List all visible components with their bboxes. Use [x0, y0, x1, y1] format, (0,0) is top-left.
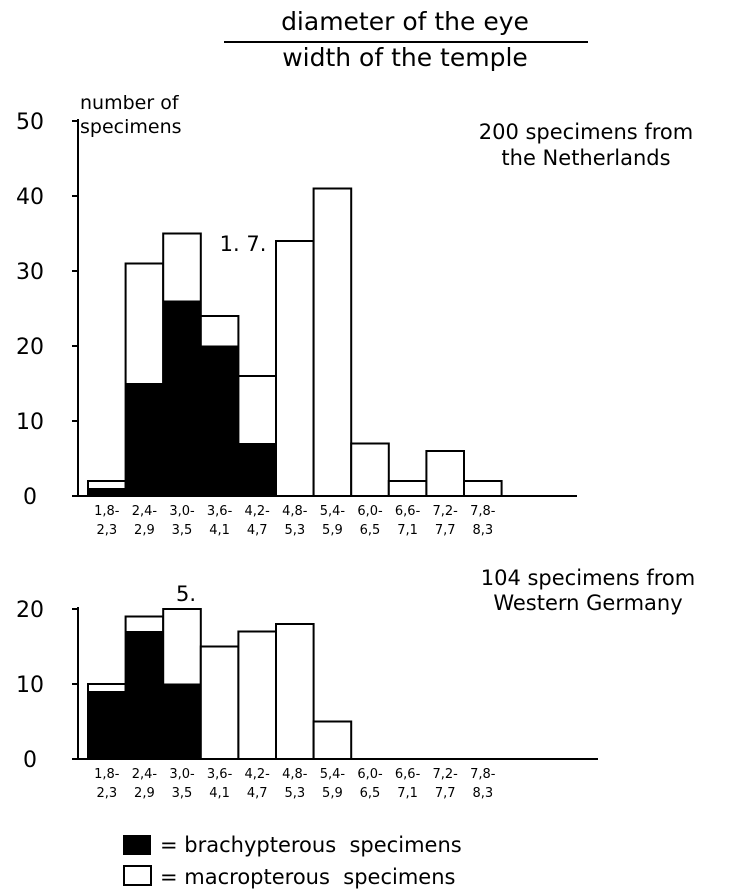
- x-tick-label-upper: 2,4-: [132, 767, 158, 782]
- x-tick-label-lower: 7,7: [435, 523, 456, 538]
- x-tick-label-upper: 4,2-: [245, 504, 271, 519]
- y-tick-label: 50: [16, 110, 44, 135]
- x-tick-label-lower: 2,9: [134, 523, 155, 538]
- bar-brachypterous: [126, 383, 163, 497]
- x-tick-label-upper: 6,6-: [395, 504, 421, 519]
- bar-macropterous: [387, 480, 428, 497]
- x-tick-label-upper: 6,0-: [357, 767, 383, 782]
- legend-label-macropterous: = macropterous specimens: [160, 865, 455, 889]
- y-tick-label: 20: [16, 335, 44, 360]
- legend-label-brachypterous: = brachypterous specimens: [160, 833, 462, 857]
- x-tick-label-lower: 6,5: [360, 523, 381, 538]
- x-tick-label-upper: 7,2-: [433, 767, 459, 782]
- bar-macropterous: [425, 450, 465, 497]
- legend: = brachypterous specimens = macropterous…: [123, 833, 462, 889]
- title-numerator: diameter of the eye: [281, 7, 529, 36]
- x-tick-label-lower: 5,9: [322, 523, 343, 538]
- x-tick-label-lower: 7,1: [397, 786, 418, 801]
- x-tick-label-upper: 5,4-: [320, 767, 346, 782]
- x-tick-label-lower: 5,9: [322, 786, 343, 801]
- x-tick-label-lower: 4,7: [247, 786, 268, 801]
- y-axis-label-line-1: number of: [80, 92, 180, 114]
- x-tick-label-upper: 6,6-: [395, 767, 421, 782]
- bar-brachypterous: [88, 488, 126, 497]
- x-tick-label-upper: 4,8-: [282, 504, 308, 519]
- bars: [87, 187, 503, 497]
- y-axis-ticks: 0 10 20 30 40 50: [16, 110, 78, 510]
- y-tick-label: 10: [16, 410, 44, 435]
- x-axis-labels: 1,8- 2,3 2,4- 2,9 3,0- 3,5 3,6- 4,1 4,2- 4,7 4,8- 5…: [94, 504, 496, 538]
- chart-title-line-2: Western Germany: [493, 591, 682, 615]
- chart-annotation: 1. 7.: [220, 232, 267, 256]
- x-tick-label-lower: 2,3: [96, 523, 117, 538]
- bar-brachypterous: [126, 631, 163, 760]
- bar-brachypterous: [88, 691, 126, 760]
- x-tick-label-upper: 3,6-: [207, 504, 233, 519]
- x-tick-label-lower: 5,3: [284, 523, 305, 538]
- x-tick-label-upper: 5,4-: [320, 504, 346, 519]
- x-tick-label-upper: 3,0-: [169, 504, 195, 519]
- x-tick-label-lower: 4,1: [209, 786, 230, 801]
- x-tick-label-lower: 4,7: [247, 523, 268, 538]
- bar-macropterous: [463, 480, 503, 497]
- chart-title-line-1: 200 specimens from: [479, 120, 694, 144]
- bar-macropterous: [199, 645, 240, 760]
- x-tick-label-lower: 2,9: [134, 786, 155, 801]
- y-axis-ticks: 0 10 20: [16, 598, 78, 773]
- bar-macropterous: [275, 240, 315, 497]
- x-tick-label-lower: 5,3: [284, 786, 305, 801]
- bar-macropterous: [350, 442, 390, 497]
- x-tick-label-lower: 4,1: [209, 523, 230, 538]
- x-tick-label-upper: 4,8-: [282, 767, 308, 782]
- x-tick-label-lower: 3,5: [172, 523, 193, 538]
- y-tick-label: 20: [16, 598, 44, 623]
- x-axis-labels: 1,8- 2,3 2,4- 2,9 3,0- 3,5 3,6- 4,1 4,2- 4,7 4,8- 5…: [94, 767, 496, 801]
- bar-brachypterous: [163, 300, 201, 497]
- bar-brachypterous: [238, 443, 276, 497]
- x-tick-label-upper: 1,8-: [94, 767, 120, 782]
- bar-macropterous: [312, 720, 353, 760]
- x-tick-label-upper: 1,8-: [94, 504, 120, 519]
- chart-title-line-1: 104 specimens from: [481, 566, 696, 590]
- x-tick-label-lower: 8,3: [472, 523, 493, 538]
- x-tick-label-upper: 3,6-: [207, 767, 233, 782]
- y-axis-label-line-2: specimens: [80, 116, 182, 138]
- x-tick-label-lower: 6,5: [360, 786, 381, 801]
- legend-swatch-macropterous: [123, 865, 152, 886]
- x-tick-label-upper: 7,8-: [470, 767, 496, 782]
- x-tick-label-lower: 7,7: [435, 786, 456, 801]
- x-tick-label-upper: 4,2-: [245, 767, 271, 782]
- x-tick-label-lower: 2,3: [96, 786, 117, 801]
- chart-annotation: 5.: [176, 582, 196, 606]
- x-tick-label-upper: 2,4-: [132, 504, 158, 519]
- chart-title-line-2: the Netherlands: [501, 146, 670, 170]
- y-tick-label: 10: [16, 673, 44, 698]
- x-tick-label-upper: 6,0-: [357, 504, 383, 519]
- x-tick-label-lower: 3,5: [172, 786, 193, 801]
- y-tick-label: 0: [23, 748, 37, 773]
- chart-western-germany: 104 specimens from Western Germany 5. 0 1…: [16, 566, 695, 801]
- x-tick-label-upper: 7,8-: [470, 504, 496, 519]
- bar-macropterous: [275, 623, 315, 760]
- y-tick-label: 40: [16, 185, 44, 210]
- bars: [87, 608, 353, 760]
- y-tick-label: 0: [23, 485, 37, 510]
- x-tick-label-upper: 3,0-: [169, 767, 195, 782]
- bar-brachypterous: [163, 683, 201, 760]
- bar-brachypterous: [201, 345, 238, 497]
- x-tick-label-lower: 8,3: [472, 786, 493, 801]
- bar-macropterous: [312, 187, 353, 497]
- chart-netherlands: number of specimens 200 specimens from t…: [16, 92, 693, 538]
- bar-macropterous: [237, 630, 277, 760]
- x-tick-label-upper: 7,2-: [433, 504, 459, 519]
- title-denominator: width of the temple: [282, 43, 528, 72]
- x-tick-label-lower: 7,1: [397, 523, 418, 538]
- legend-swatch-brachypterous: [123, 835, 151, 855]
- y-tick-label: 30: [16, 260, 44, 285]
